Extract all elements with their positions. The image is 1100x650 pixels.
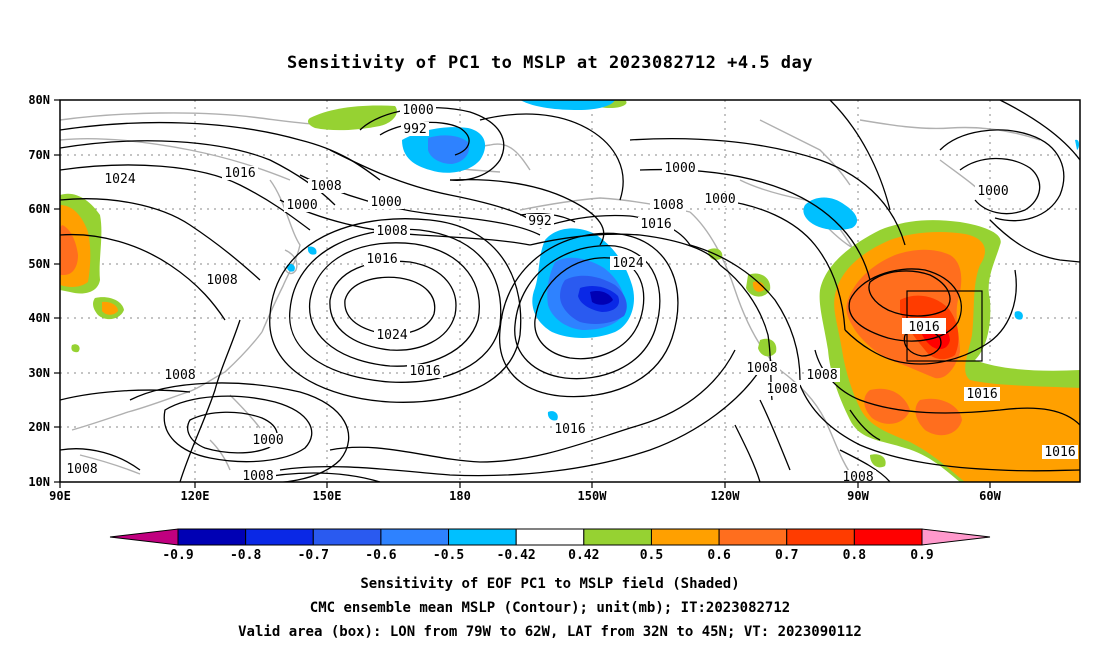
contour-label: 1000 <box>402 103 433 118</box>
contour-label: 1008 <box>806 368 837 383</box>
lat-tick-label: 60N <box>28 202 50 216</box>
colorbar-label: 0.7 <box>775 548 798 563</box>
colorbar-label: -0.9 <box>162 548 193 563</box>
colorbar-segment <box>312 528 382 546</box>
contour-label: 1000 <box>704 192 735 207</box>
lon-tick-label: 60W <box>979 489 1001 503</box>
caption-line-3: Valid area (box): LON from 79W to 62W, L… <box>238 624 862 640</box>
contour-label: 1024 <box>612 256 643 271</box>
contour-label: 1008 <box>206 273 237 288</box>
lat-tick-label: 40N <box>28 311 50 325</box>
colorbar-max-triangle <box>921 528 991 546</box>
lon-tick-label: 120E <box>181 489 210 503</box>
contour-label: 1016 <box>409 364 440 379</box>
colorbar-segment <box>718 528 788 546</box>
contour-label: 1016 <box>1044 445 1075 460</box>
lat-tick-label: 30N <box>28 366 50 380</box>
colorbar-label: -0.8 <box>230 548 261 563</box>
contour-label: 1024 <box>376 328 407 343</box>
colorbar-label: -0.6 <box>365 548 396 563</box>
colorbar-label: 0.42 <box>568 548 599 563</box>
lat-tick-label: 10N <box>28 475 50 489</box>
contour-label: 1016 <box>224 166 255 181</box>
contour-label: 1008 <box>66 462 97 477</box>
colorbar-segment <box>650 528 720 546</box>
caption-line-2: CMC ensemble mean MSLP (Contour); unit(m… <box>310 600 790 616</box>
contour-label: 1008 <box>652 198 683 213</box>
latitude-ticks: 80N 70N 60N 50N 40N 30N 20N 10N <box>28 93 60 489</box>
colorbar-segment <box>177 528 247 546</box>
contour-label: 992 <box>403 122 426 137</box>
contour-label: 1008 <box>842 470 873 485</box>
lon-tick-label: 120W <box>711 489 741 503</box>
longitude-ticks: 90E 120E 150E 180 150W 120W 90W 60W <box>49 482 1002 503</box>
colorbar-segment <box>245 528 314 546</box>
box-contour-label: 1016 <box>908 320 939 335</box>
contour-label: 1000 <box>977 184 1008 199</box>
colorbar-label: 0.9 <box>910 548 933 563</box>
colorbar-segment <box>853 528 923 546</box>
contour-label: 1008 <box>310 179 341 194</box>
contour-label: 992 <box>528 214 551 229</box>
sensitivity-negative <box>286 100 1080 421</box>
colorbar-segment <box>515 528 585 546</box>
contour-labels: 1000 992 1024 1016 1008 1000 1000 1008 1000 992 10… <box>64 103 1078 485</box>
lon-tick-label: 150W <box>578 489 608 503</box>
contour-label: 1016 <box>640 217 671 232</box>
lat-tick-label: 50N <box>28 257 50 271</box>
colorbar-segment <box>583 528 652 546</box>
colorbar <box>109 528 991 546</box>
contour-label: 1008 <box>376 224 407 239</box>
contour-label: 1008 <box>766 382 797 397</box>
contour-label: 1024 <box>104 172 135 187</box>
contour-label: 1016 <box>554 422 585 437</box>
colorbar-label: -0.7 <box>298 548 329 563</box>
contour-label: 1000 <box>370 195 401 210</box>
contour-label: 1008 <box>746 361 777 376</box>
caption-line-1: Sensitivity of EOF PC1 to MSLP field (Sh… <box>360 576 739 592</box>
colorbar-min-triangle <box>109 528 179 546</box>
colorbar-label: 0.8 <box>843 548 867 563</box>
lon-tick-label: 90W <box>847 489 869 503</box>
colorbar-segment <box>786 528 855 546</box>
contour-label: 1008 <box>242 469 273 484</box>
colorbar-label: -0.5 <box>433 548 464 563</box>
mslp-contours <box>60 100 1080 482</box>
colorbar-label: 0.6 <box>707 548 731 563</box>
colorbar-label: 0.5 <box>640 548 663 563</box>
contour-label: 1016 <box>366 252 397 267</box>
lon-tick-label: 150E <box>313 489 342 503</box>
colorbar-label: -0.42 <box>497 548 536 563</box>
contour-label: 1000 <box>252 433 283 448</box>
lat-tick-label: 80N <box>28 93 50 107</box>
map-frame <box>59 99 1081 483</box>
contour-label: 1016 <box>966 387 997 402</box>
lon-tick-label: 90E <box>49 489 71 503</box>
lat-tick-label: 70N <box>28 148 50 162</box>
contour-label: 1000 <box>664 161 695 176</box>
colorbar-segment <box>380 528 450 546</box>
colorbar-segment <box>448 528 517 546</box>
contour-label: 1008 <box>164 368 195 383</box>
lat-tick-label: 20N <box>28 420 50 434</box>
figure-title: Sensitivity of PC1 to MSLP at 2023082712… <box>287 53 813 73</box>
contour-label: 1000 <box>286 198 317 213</box>
colorbar-labels: -0.9 -0.8 -0.7 -0.6 -0.5 -0.42 0.42 0.5 0.6 0.7 0.… <box>162 548 933 563</box>
lon-tick-label: 180 <box>449 489 471 503</box>
